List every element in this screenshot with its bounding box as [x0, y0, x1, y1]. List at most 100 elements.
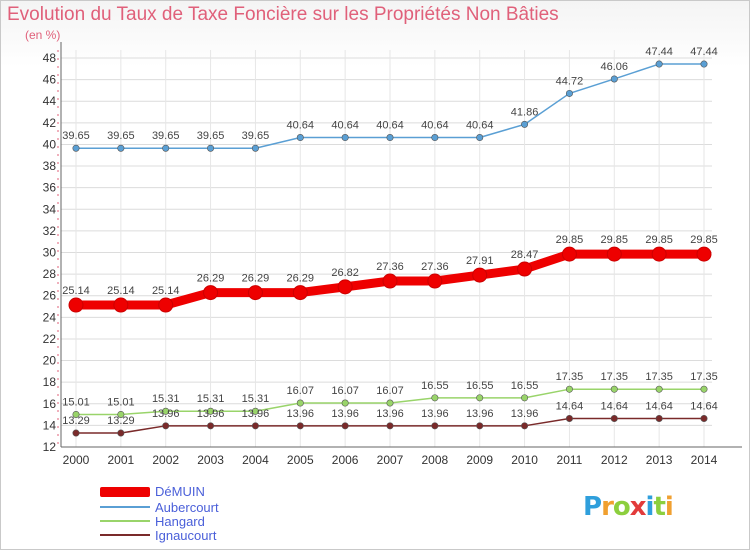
data-label: 25.14: [107, 285, 135, 297]
data-label: 26.29: [287, 273, 315, 285]
logo-letter: t: [653, 492, 665, 522]
data-label: 46.06: [601, 61, 629, 73]
data-point: [565, 385, 573, 393]
data-point: [606, 246, 622, 262]
legend-label-demuin: DéMUIN: [155, 484, 205, 499]
x-tick-label: 2014: [691, 453, 718, 467]
data-point: [117, 410, 125, 418]
data-point: [341, 399, 349, 407]
data-label: 27.36: [421, 261, 449, 273]
data-label: 13.96: [421, 408, 449, 420]
data-point: [700, 385, 708, 393]
data-label: 14.64: [690, 400, 718, 412]
proxiti-logo: Proxiti: [583, 492, 674, 522]
y-tick-label: 18: [43, 375, 57, 389]
legend-label-aubercourt: Aubercourt: [155, 500, 219, 515]
data-label: 14.64: [601, 400, 629, 412]
data-label: 14.64: [645, 400, 673, 412]
y-tick-label: 38: [43, 159, 57, 173]
data-label: 17.35: [601, 371, 629, 383]
y-tick-label: 44: [43, 94, 57, 108]
data-label: 16.07: [331, 385, 359, 397]
data-point: [565, 414, 573, 422]
data-point: [655, 385, 663, 393]
data-label: 26.29: [242, 273, 270, 285]
logo-letter: P: [583, 492, 602, 522]
data-label: 17.35: [690, 371, 718, 383]
data-point: [251, 144, 259, 152]
y-tick-label: 30: [43, 246, 57, 260]
data-point: [341, 422, 349, 430]
legend-swatch-aubercourt: [100, 506, 150, 508]
y-tick-label: 26: [43, 289, 57, 303]
data-point: [162, 407, 170, 415]
data-label: 15.31: [242, 393, 270, 405]
data-point: [521, 422, 529, 430]
data-label: 40.64: [287, 120, 315, 132]
data-point: [341, 134, 349, 142]
data-point: [296, 399, 304, 407]
data-point: [251, 407, 259, 415]
data-label: 25.14: [62, 285, 90, 297]
data-point: [207, 144, 215, 152]
data-label: 39.65: [107, 130, 135, 142]
chart-title: Evolution du Taux de Taxe Foncière sur l…: [7, 4, 559, 25]
data-point: [296, 134, 304, 142]
x-tick-label: 2008: [422, 453, 449, 467]
data-point: [117, 144, 125, 152]
y-tick-label: 36: [43, 181, 57, 195]
data-point: [207, 407, 215, 415]
data-label: 40.64: [331, 120, 359, 132]
y-tick-label: 12: [43, 440, 57, 454]
data-label: 13.96: [331, 408, 359, 420]
x-tick-label: 2002: [152, 453, 179, 467]
legend-swatch-demuin: [100, 487, 150, 497]
data-point: [561, 246, 577, 262]
data-point: [296, 422, 304, 430]
data-label: 44.72: [556, 75, 584, 87]
data-label: 39.65: [197, 130, 225, 142]
data-point: [162, 422, 170, 430]
data-point: [247, 285, 263, 301]
data-point: [610, 385, 618, 393]
x-tick-label: 2006: [332, 453, 359, 467]
data-point: [476, 394, 484, 402]
y-tick-label: 48: [43, 51, 57, 65]
x-tick-label: 2013: [646, 453, 673, 467]
x-tick-label: 2003: [197, 453, 224, 467]
data-point: [72, 410, 80, 418]
data-point: [700, 60, 708, 68]
data-point: [476, 422, 484, 430]
x-tick-label: 2005: [287, 453, 314, 467]
data-point: [386, 422, 394, 430]
data-label: 40.64: [421, 120, 449, 132]
y-tick-label: 22: [43, 332, 57, 346]
data-point: [68, 297, 84, 313]
data-label: 13.96: [242, 408, 270, 420]
y-tick-label: 46: [43, 73, 57, 87]
data-label: 40.64: [376, 120, 404, 132]
data-point: [72, 144, 80, 152]
data-point: [655, 414, 663, 422]
data-label: 39.65: [62, 130, 90, 142]
data-point: [431, 134, 439, 142]
data-point: [565, 89, 573, 97]
y-tick-label: 28: [43, 267, 57, 281]
data-label: 39.65: [242, 130, 270, 142]
x-tick-label: 2012: [601, 453, 628, 467]
logo-letter: o: [612, 492, 631, 522]
y-tick-label: 20: [43, 354, 57, 368]
data-label: 29.85: [601, 234, 629, 246]
data-point: [431, 394, 439, 402]
data-label: 13.96: [152, 408, 180, 420]
data-label: 13.96: [197, 408, 225, 420]
data-point: [113, 297, 129, 313]
data-label: 29.85: [556, 234, 584, 246]
y-tick-label: 42: [43, 116, 57, 130]
data-label: 16.55: [421, 380, 449, 392]
data-point: [203, 285, 219, 301]
data-point: [696, 246, 712, 262]
data-label: 39.65: [152, 130, 180, 142]
